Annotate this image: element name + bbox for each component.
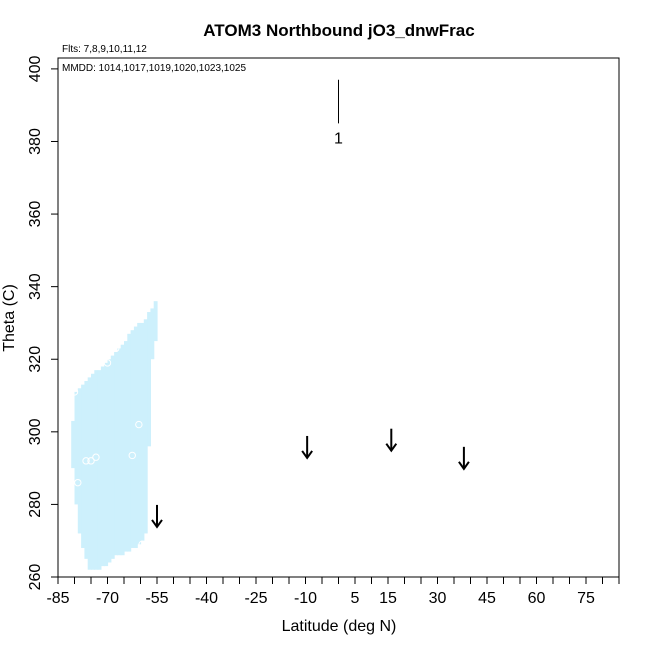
- x-tick-label: -55: [145, 590, 168, 607]
- shaded-column-2: [77, 388, 82, 534]
- shaded-column-5: [87, 377, 92, 570]
- data-point-circle-2: [82, 457, 90, 465]
- x-tick-label: 30: [429, 590, 447, 607]
- x-tick-label: 60: [528, 590, 546, 607]
- shaded-column-12: [110, 355, 115, 559]
- shaded-column-16: [124, 341, 128, 552]
- x-tick-label: 15: [379, 590, 397, 607]
- arrow-head: [151, 519, 163, 529]
- data-point-circle-5: [103, 359, 112, 367]
- shaded-column-22: [143, 319, 148, 534]
- shaded-column-10: [104, 362, 109, 567]
- marker-line-label: 1: [334, 130, 343, 147]
- shaded-column-21: [140, 322, 145, 541]
- data-arrow-1: [301, 435, 313, 460]
- plot-area: 1: [70, 79, 470, 570]
- y-axis: 260 280 300 320 340 360 380 400: [27, 55, 58, 590]
- shaded-column-24: [150, 308, 155, 360]
- chart-title: ATOM3 Northbound jO3_dnwFrac: [203, 21, 474, 40]
- shaded-column-9: [100, 366, 105, 567]
- y-axis-label: Theta (C): [1, 284, 18, 352]
- data-point-circle-0: [70, 388, 79, 396]
- data-point-circle-3: [87, 457, 95, 465]
- data-arrow-2: [385, 428, 398, 453]
- shaded-column-20: [137, 322, 142, 545]
- flights-note: Flts: 7,8,9,10,11,12: [62, 44, 147, 55]
- shaded-column-4: [84, 381, 89, 559]
- shaded-column-25: [153, 301, 158, 342]
- arrow-head: [301, 450, 313, 460]
- shaded-column-13: [114, 351, 118, 556]
- data-arrow-0: [151, 504, 163, 529]
- data-point-circle-9: [138, 540, 146, 549]
- y-tick-label: 400: [27, 55, 44, 82]
- x-tick-label: 75: [577, 590, 595, 607]
- x-tick-label: -25: [244, 590, 267, 607]
- data-arrow-3: [458, 446, 470, 471]
- y-tick-label: 340: [27, 273, 44, 300]
- shaded-column-19: [133, 326, 138, 548]
- data-point-circle-4: [92, 453, 100, 461]
- data-point-circle-1: [74, 478, 82, 487]
- y-tick-label: 260: [27, 564, 44, 591]
- shaded-column-6: [91, 373, 95, 570]
- y-tick-label: 360: [27, 201, 44, 228]
- shaded-column-23: [147, 312, 151, 447]
- data-point-circle-7: [128, 451, 136, 460]
- shaded-column-7: [94, 370, 99, 570]
- y-tick-label: 380: [27, 128, 44, 155]
- x-axis: -85 -70 -55 -40 -25 -10 5 15 30 45 60 75: [46, 577, 620, 607]
- x-tick-label: 45: [478, 590, 496, 607]
- shaded-column-11: [107, 359, 112, 563]
- y-tick-label: 320: [27, 346, 44, 373]
- mmdd-note: MMDD: 1014,1017,1019,1020,1023,1025: [62, 63, 246, 74]
- x-axis-label: Latitude (deg N): [282, 618, 397, 635]
- data-point-circle-8: [135, 420, 143, 429]
- shaded-column-8: [97, 370, 102, 570]
- y-tick-label: 280: [27, 491, 44, 518]
- shaded-column-0: [71, 420, 76, 469]
- shaded-column-1: [74, 391, 79, 505]
- shaded-column-14: [117, 348, 122, 556]
- shaded-column-18: [130, 330, 135, 548]
- data-point-circle-6: [112, 344, 120, 353]
- shaded-column-3: [81, 384, 85, 548]
- x-tick-label: -85: [46, 590, 69, 607]
- x-tick-label: 5: [351, 590, 360, 607]
- x-tick-label: -10: [294, 590, 317, 607]
- shaded-column-15: [120, 344, 125, 556]
- x-tick-label: -70: [96, 590, 119, 607]
- arrow-head: [458, 461, 470, 471]
- shaded-column-17: [127, 333, 132, 552]
- y-tick-label: 300: [27, 418, 44, 445]
- x-tick-label: -40: [195, 590, 218, 607]
- arrow-head: [385, 443, 398, 453]
